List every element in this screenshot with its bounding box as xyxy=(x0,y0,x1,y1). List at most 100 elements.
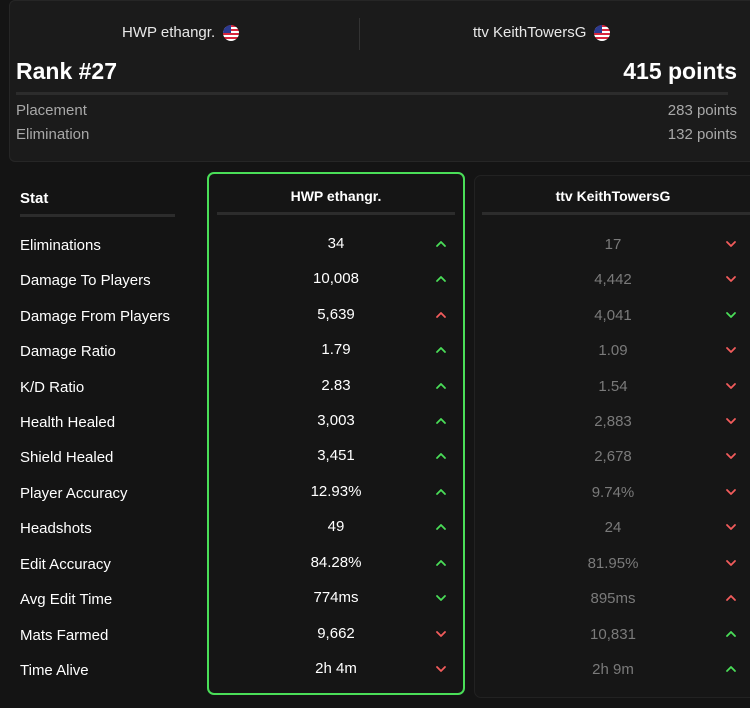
arrow-down-icon xyxy=(724,272,738,286)
player1-stat-value: 774ms xyxy=(313,589,359,606)
placement-label: Placement xyxy=(16,102,87,119)
player1-stats-column xyxy=(207,172,465,695)
arrow-up-icon xyxy=(434,272,448,286)
player2-stat-value: 9.74% xyxy=(591,484,635,501)
player1-stat-value: 10,008 xyxy=(313,270,359,287)
player2-stat-value: 4,041 xyxy=(594,307,632,324)
player1-column-header: HWP ethangr. xyxy=(290,188,382,204)
table-row: Player Accuracy 12.93% 9.74% xyxy=(0,483,750,520)
player2-column-header: ttv KeithTowersG xyxy=(555,188,671,204)
player2-stat-value: 81.95% xyxy=(587,555,639,572)
table-row: Headshots 49 24 xyxy=(0,518,750,555)
player1-stat-value: 3,451 xyxy=(317,447,355,464)
arrow-up-icon xyxy=(434,520,448,534)
player1-stat-value: 49 xyxy=(327,518,345,535)
rank-title: Rank #27 xyxy=(16,58,118,84)
player2-header: ttv KeithTowersG xyxy=(473,24,611,41)
arrow-down-icon xyxy=(434,591,448,605)
stat-label: Eliminations xyxy=(20,237,101,254)
stat-label: Damage From Players xyxy=(20,308,171,325)
elimination-label: Elimination xyxy=(16,126,90,143)
table-row: Health Healed 3,003 2,883 xyxy=(0,412,750,449)
player2-header-underline xyxy=(482,212,750,215)
player1-stat-value: 5,639 xyxy=(317,306,355,323)
arrow-down-icon xyxy=(724,485,738,499)
player1-stat-value: 9,662 xyxy=(317,625,355,642)
stat-label: K/D Ratio xyxy=(20,379,85,396)
player1-stat-value: 12.93% xyxy=(310,483,362,500)
player2-stats-column xyxy=(474,175,750,698)
us-flag-icon xyxy=(223,24,240,41)
stat-label: Edit Accuracy xyxy=(20,556,111,573)
arrow-down-icon xyxy=(434,662,448,676)
table-row: Time Alive 2h 4m 2h 9m xyxy=(0,660,750,697)
stat-label: Mats Farmed xyxy=(20,627,109,644)
player2-stat-value: 895ms xyxy=(590,590,636,607)
player1-stat-value: 34 xyxy=(327,235,345,252)
table-row: Edit Accuracy 84.28% 81.95% xyxy=(0,554,750,591)
player2-stat-value: 1.54 xyxy=(598,378,628,395)
player2-stat-value: 2h 9m xyxy=(592,661,634,678)
arrow-up-icon xyxy=(434,343,448,357)
table-row: Avg Edit Time 774ms 895ms xyxy=(0,589,750,626)
player2-name: ttv KeithTowersG xyxy=(473,24,587,41)
arrow-up-icon xyxy=(434,379,448,393)
arrow-up-icon xyxy=(724,591,738,605)
table-row: Damage To Players 10,008 4,442 xyxy=(0,270,750,307)
player1-name: HWP ethangr. xyxy=(122,24,216,41)
arrow-up-icon xyxy=(724,662,738,676)
stat-label: Health Healed xyxy=(20,414,116,431)
arrow-down-icon xyxy=(724,556,738,570)
stat-label: Damage Ratio xyxy=(20,343,116,360)
arrow-down-icon xyxy=(724,414,738,428)
points-divider xyxy=(16,92,728,95)
arrow-down-icon xyxy=(724,237,738,251)
placement-value: 283 points xyxy=(667,102,737,119)
table-row: Damage Ratio 1.79 1.09 xyxy=(0,341,750,378)
match-summary-card xyxy=(9,0,750,162)
player1-header: HWP ethangr. xyxy=(122,24,240,41)
arrow-up-icon xyxy=(434,556,448,570)
player1-stat-value: 2.83 xyxy=(321,377,351,394)
arrow-down-icon xyxy=(724,343,738,357)
player2-stat-value: 17 xyxy=(604,236,622,253)
arrow-up-icon xyxy=(434,449,448,463)
arrow-up-icon xyxy=(434,485,448,499)
table-row: Eliminations 34 17 xyxy=(0,235,750,272)
elimination-value: 132 points xyxy=(667,126,737,143)
arrow-down-icon xyxy=(724,308,738,322)
player1-stat-value: 2h 4m xyxy=(315,660,357,677)
player1-header-underline xyxy=(217,212,455,215)
table-row: Mats Farmed 9,662 10,831 xyxy=(0,625,750,662)
player2-stat-value: 2,678 xyxy=(594,448,632,465)
arrow-up-icon xyxy=(434,237,448,251)
stat-label: Avg Edit Time xyxy=(20,591,113,608)
table-row: Shield Healed 3,451 2,678 xyxy=(0,447,750,484)
stat-column-header: Stat xyxy=(20,190,49,207)
player2-stat-value: 24 xyxy=(604,519,622,536)
arrow-down-icon xyxy=(724,520,738,534)
arrow-down-icon xyxy=(434,627,448,641)
player2-stat-value: 2,883 xyxy=(594,413,632,430)
player2-stat-value: 1.09 xyxy=(598,342,628,359)
arrow-down-icon xyxy=(724,379,738,393)
player1-stat-value: 3,003 xyxy=(317,412,355,429)
player1-stat-value: 1.79 xyxy=(321,341,351,358)
player2-stat-value: 4,442 xyxy=(594,271,632,288)
arrow-down-icon xyxy=(724,449,738,463)
table-row: K/D Ratio 2.83 1.54 xyxy=(0,377,750,414)
table-row: Damage From Players 5,639 4,041 xyxy=(0,306,750,343)
player1-stat-value: 84.28% xyxy=(310,554,362,571)
stat-label: Damage To Players xyxy=(20,272,151,289)
stat-header-underline xyxy=(20,214,175,217)
total-points: 415 points xyxy=(623,58,737,84)
us-flag-icon xyxy=(594,24,611,41)
arrow-up-icon xyxy=(434,414,448,428)
stat-label: Time Alive xyxy=(20,662,89,679)
stat-label: Player Accuracy xyxy=(20,485,128,502)
player2-stat-value: 10,831 xyxy=(590,626,636,643)
stat-label: Headshots xyxy=(20,520,92,537)
arrow-up-icon xyxy=(434,308,448,322)
arrow-up-icon xyxy=(724,627,738,641)
header-divider xyxy=(359,18,360,50)
